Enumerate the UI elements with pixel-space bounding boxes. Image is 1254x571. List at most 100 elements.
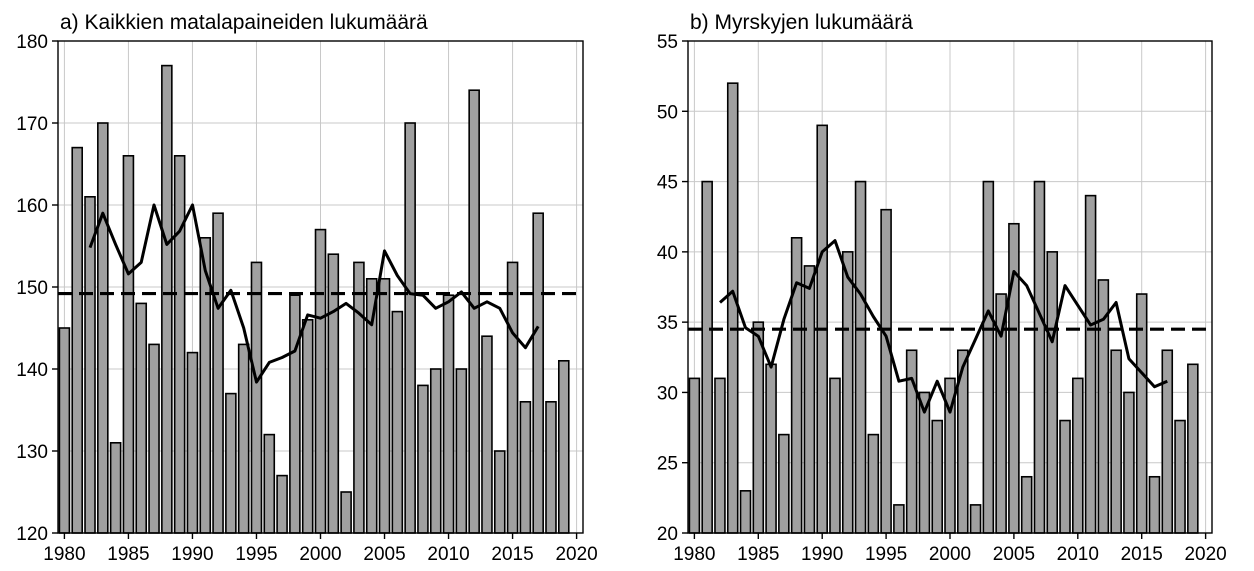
ytick-label: 55 bbox=[657, 32, 678, 53]
xtick-label: 2015 bbox=[1121, 544, 1163, 565]
bar bbox=[841, 251, 854, 534]
bar bbox=[455, 368, 468, 534]
bar bbox=[263, 433, 276, 534]
ytick-label: 40 bbox=[657, 243, 678, 264]
xtick-label: 2010 bbox=[1057, 544, 1099, 565]
bar bbox=[378, 277, 391, 534]
bar bbox=[1072, 377, 1084, 534]
ytick-label: 35 bbox=[657, 313, 678, 334]
xtick-label: 2005 bbox=[993, 544, 1035, 565]
bar bbox=[135, 302, 148, 534]
bar bbox=[1161, 349, 1174, 534]
ytick-label: 130 bbox=[16, 442, 48, 463]
bar bbox=[340, 491, 352, 534]
panel-a: 120 130 140 150 160 170 180 1980 1985 1990 1995 200… bbox=[16, 11, 597, 565]
bar bbox=[353, 261, 365, 534]
bar bbox=[739, 490, 752, 534]
bar bbox=[71, 146, 84, 534]
xtick-label: 2000 bbox=[929, 544, 971, 565]
bar bbox=[982, 180, 995, 534]
bar bbox=[173, 155, 186, 534]
bar bbox=[404, 122, 416, 534]
bar bbox=[880, 208, 892, 534]
bar bbox=[468, 89, 480, 534]
bar bbox=[803, 265, 816, 534]
bar bbox=[854, 180, 867, 534]
xtick-label: 1980 bbox=[43, 544, 85, 565]
bar bbox=[237, 343, 250, 534]
ytick-label: 170 bbox=[16, 114, 48, 135]
bar bbox=[161, 64, 173, 534]
bar bbox=[148, 343, 160, 534]
bar bbox=[122, 155, 135, 534]
bar bbox=[481, 335, 493, 534]
bar bbox=[829, 377, 841, 534]
bar bbox=[545, 400, 557, 534]
bar bbox=[557, 359, 570, 534]
bar bbox=[519, 400, 532, 534]
ytick-label: 20 bbox=[657, 524, 678, 545]
bar bbox=[109, 441, 122, 534]
xtick-label: 2015 bbox=[491, 544, 533, 565]
bar bbox=[97, 122, 109, 534]
bar bbox=[1123, 391, 1135, 534]
bar bbox=[1110, 349, 1122, 534]
bar bbox=[765, 363, 777, 534]
xtick-label: 2020 bbox=[555, 544, 597, 565]
panel-b: 20 25 30 35 40 45 50 55 1980 1985 1990 1995 2000 2005… bbox=[657, 11, 1227, 565]
bar bbox=[893, 504, 905, 534]
xtick-label: 1995 bbox=[865, 544, 907, 565]
xtick-label: 1980 bbox=[673, 544, 715, 565]
ytick-label: 120 bbox=[16, 524, 48, 545]
bar bbox=[212, 212, 224, 534]
ytick-label: 180 bbox=[16, 32, 48, 53]
bar bbox=[250, 261, 263, 534]
smoothed-line bbox=[719, 239, 1168, 414]
bar bbox=[1033, 180, 1046, 534]
bar bbox=[417, 384, 429, 534]
ytick-label: 50 bbox=[657, 102, 678, 123]
bar bbox=[752, 321, 765, 534]
bar bbox=[688, 377, 701, 534]
bar bbox=[506, 261, 519, 534]
bar bbox=[714, 377, 726, 534]
bar bbox=[1046, 251, 1059, 534]
bar bbox=[429, 368, 442, 534]
bar bbox=[1020, 475, 1033, 534]
xtick-label: 2010 bbox=[427, 544, 469, 565]
bar bbox=[301, 318, 314, 534]
bar bbox=[276, 474, 288, 534]
bar bbox=[931, 419, 944, 534]
xtick-label: 1990 bbox=[801, 544, 843, 565]
ytick-label: 160 bbox=[16, 196, 48, 217]
ytick-label: 150 bbox=[16, 278, 48, 299]
bar bbox=[726, 82, 739, 534]
bar bbox=[867, 433, 880, 534]
ytick-label: 30 bbox=[657, 383, 678, 404]
bar bbox=[1148, 475, 1161, 534]
bar bbox=[1174, 419, 1186, 534]
xtick-label: 1985 bbox=[737, 544, 779, 565]
bar bbox=[289, 294, 301, 534]
bar bbox=[493, 450, 506, 534]
xtick-label: 1995 bbox=[235, 544, 277, 565]
xtick-label: 2005 bbox=[363, 544, 405, 565]
bar bbox=[186, 351, 199, 534]
bar bbox=[532, 212, 544, 534]
bar bbox=[701, 180, 713, 534]
xtick-label: 1985 bbox=[107, 544, 149, 565]
bar bbox=[327, 253, 340, 534]
bar bbox=[969, 504, 982, 534]
bar bbox=[1084, 194, 1097, 534]
xtick-label: 2020 bbox=[1184, 544, 1226, 565]
bar bbox=[778, 433, 790, 534]
ytick-label: 140 bbox=[16, 360, 48, 381]
bar bbox=[391, 310, 404, 534]
xtick-label: 1990 bbox=[171, 544, 213, 565]
smoothed-line bbox=[88, 203, 540, 384]
bar bbox=[225, 392, 237, 534]
bar bbox=[58, 327, 71, 534]
bar bbox=[1187, 363, 1199, 534]
bar bbox=[1059, 419, 1071, 534]
